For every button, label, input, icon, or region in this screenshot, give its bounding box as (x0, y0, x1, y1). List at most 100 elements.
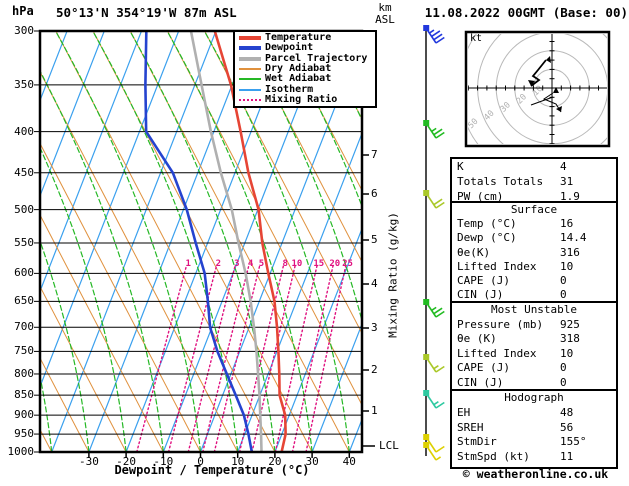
stats-row: StmSpd (kt) 11 (452, 450, 616, 465)
pressure-tick-label: 650 (14, 294, 34, 308)
stats-row: Lifted Index 10 (452, 260, 616, 274)
mixing-ratio-line (274, 264, 318, 452)
mixing-ratio-line (291, 264, 334, 452)
legend-label: Wet Adiabat (265, 73, 332, 85)
dry-adiabat-line (41, 215, 164, 452)
wind-barb (423, 190, 445, 209)
stats-value: 16 (560, 217, 574, 231)
legend-swatch-dewpoint (239, 46, 261, 51)
pressure-tick-label: 700 (14, 320, 34, 334)
isotherm-line (51, 32, 217, 452)
legend-swatch-temperature (239, 36, 261, 41)
x-tick-label: 30 (305, 455, 319, 468)
legend-item: Wet Adiabat (237, 74, 375, 84)
x-tick-label: 20 (268, 455, 282, 468)
stats-label: Pressure (mb) (457, 317, 544, 331)
stats-row: Dewp (°C) 14.4 (452, 231, 616, 245)
mixing-ratio-line (305, 264, 347, 452)
km-tick-label: 6 (371, 187, 378, 200)
hodograph-tail (530, 96, 554, 106)
hodograph-trace (530, 59, 547, 87)
dry-adiabat-line (41, 358, 90, 452)
km-tick-label: 1 (371, 404, 378, 417)
mixing-ratio-line (202, 264, 250, 452)
legend-label: Mixing Ratio (265, 93, 338, 105)
legend-item: Dewpoint (237, 43, 375, 53)
mixing-ratio-value-label: 15 (313, 259, 325, 269)
wind-barb (423, 389, 445, 409)
stats-label: StmSpd (kt) (457, 450, 530, 464)
legend-swatch-mixing-ratio (239, 98, 261, 101)
legend-swatch-wet-adiabat (239, 78, 261, 81)
mixing-ratio-line (213, 264, 261, 452)
stats-box-most-unstable: Most Unstable Pressure (mb) 925 θe (K) 318 Li… (450, 301, 618, 395)
wind-barb (423, 120, 445, 139)
x-axis-title: Dewpoint / Temperature (°C) (114, 463, 310, 477)
stats-label: θe(K) (457, 245, 491, 259)
stats-value: 14.4 (560, 231, 587, 245)
stats-row: θe(K) 316 (452, 246, 616, 260)
legend-item: Temperature (237, 33, 375, 43)
pressure-tick-label: 950 (14, 427, 34, 441)
chart-legend: Temperature Dewpoint Parcel Trajectory Dry … (233, 30, 377, 109)
lcl-label: LCL (379, 439, 399, 452)
dry-adiabat-line (41, 287, 127, 452)
legend-label: Dry Adiabat (265, 63, 332, 75)
dry-adiabat-line (41, 144, 201, 452)
parcel-trajectory-curve (189, 32, 263, 452)
stats-value: 10 (560, 346, 574, 360)
mixing-ratio-value-label: 4 (247, 259, 254, 269)
wind-barb (423, 24, 445, 44)
wind-barb (423, 441, 442, 461)
x-tick-label: -10 (153, 455, 174, 468)
pressure-tick-label: 400 (14, 124, 34, 138)
mixing-ratio-value-label: 2 (215, 259, 221, 269)
isotherm-line (274, 229, 361, 452)
stats-box-title: Surface (510, 203, 558, 216)
pressure-tick-label: 600 (14, 266, 34, 280)
km-tick-label: 5 (371, 233, 378, 246)
isotherm-line (311, 324, 361, 452)
wet-adiabat-line (92, 32, 239, 452)
stats-value: 318 (560, 332, 580, 346)
stats-value: 11 (560, 450, 574, 464)
stats-row: θe (K) 318 (452, 332, 616, 347)
legend-label: Isotherm (265, 83, 314, 95)
stats-label: Totals Totals (457, 175, 544, 188)
mixing-ratio-value-label: 20 (329, 259, 341, 269)
pressure-tick-label: 750 (14, 344, 34, 358)
stats-row: CIN (J) 0 (452, 376, 616, 391)
stats-value: 10 (560, 259, 574, 273)
stats-row: PW (cm) 1.9 (452, 189, 616, 204)
stats-value: 0 (560, 274, 567, 288)
isotherm-line (88, 32, 254, 452)
wet-adiabat-line (41, 242, 90, 452)
stats-row: CAPE (J) 0 (452, 274, 616, 288)
mixing-ratio-value-label: 10 (291, 259, 303, 269)
altitude-unit-km: km (378, 1, 392, 14)
mixing-ratio-value-label: 25 (342, 259, 353, 269)
stats-label: Lifted Index (457, 259, 537, 273)
wet-adiabat-line (55, 32, 202, 452)
stats-value: 316 (560, 245, 580, 259)
mixing-ratio-value-label: 5 (258, 259, 265, 269)
mixing-ratio-value-label: 3 (234, 259, 240, 269)
stats-box-title: Most Unstable (490, 303, 578, 316)
km-tick-label: 4 (371, 277, 378, 290)
isotherm-line (41, 32, 105, 195)
x-tick-label: 0 (197, 455, 204, 468)
pressure-tick-label: 350 (14, 77, 34, 91)
copyright-footer: © weatheronline.co.uk (462, 467, 609, 481)
dewpoint-curve (144, 32, 254, 452)
pressure-tick-label: 900 (14, 408, 34, 422)
stats-label: K (457, 160, 464, 173)
pressure-tick-label: 300 (14, 24, 34, 37)
stats-row: CIN (J) 0 (452, 288, 616, 302)
stats-row: SREH 56 (452, 421, 616, 436)
pressure-tick-label: 450 (14, 165, 34, 179)
stats-row: Pressure (mb) 925 (452, 318, 616, 333)
isotherm-line (41, 32, 179, 386)
stats-label: Lifted Index (457, 346, 537, 360)
